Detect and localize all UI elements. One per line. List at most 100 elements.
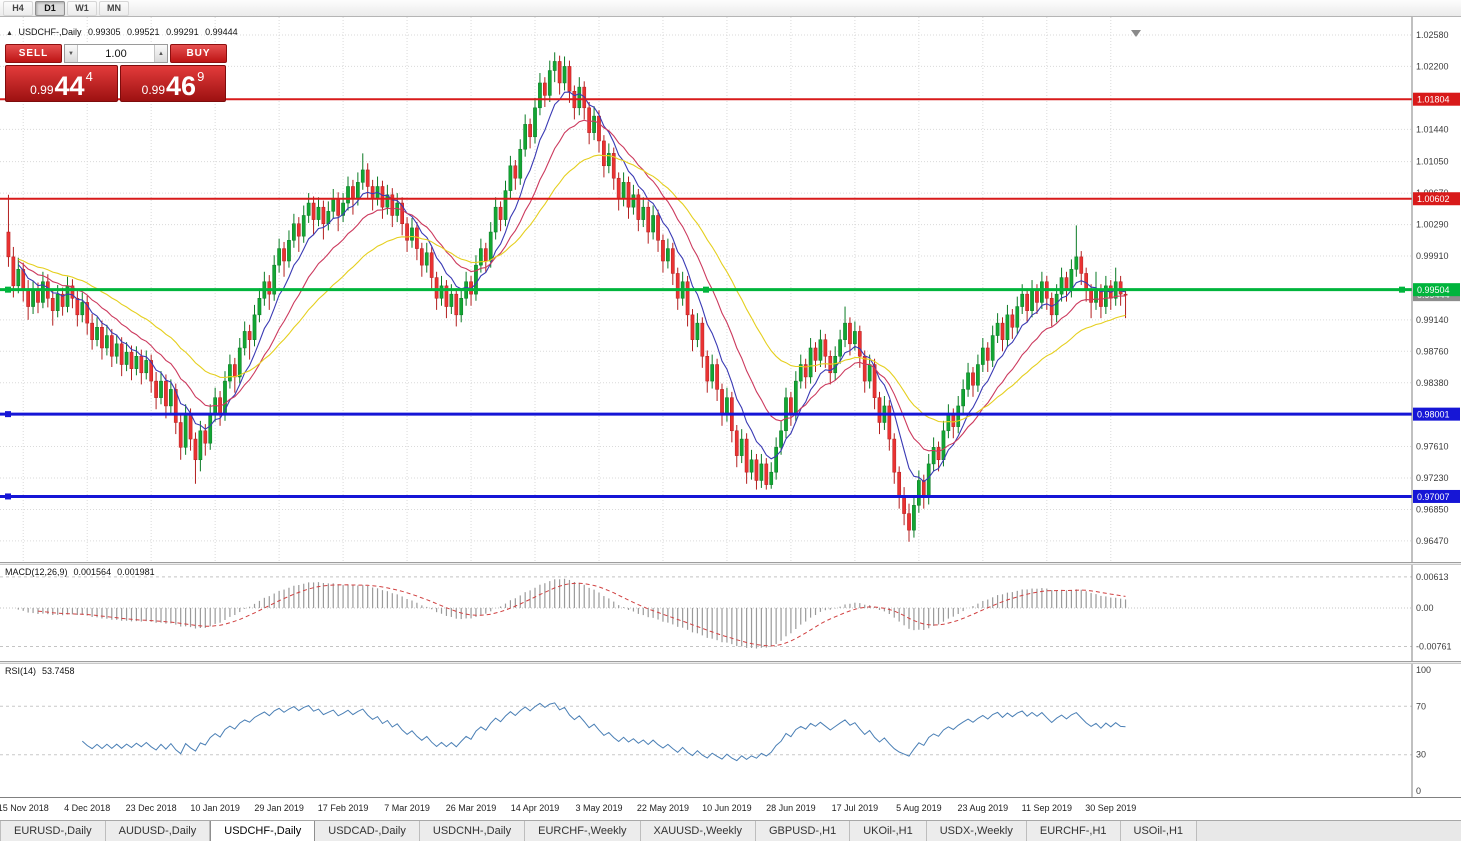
svg-text:1.01440: 1.01440 (1416, 124, 1449, 134)
chart-tab-eurchf-h1[interactable]: EURCHF-,H1 (1026, 821, 1121, 841)
date-label: 29 Jan 2019 (254, 803, 304, 813)
sell-price-tile[interactable]: 0.99 44 4 (5, 65, 118, 102)
date-label: 17 Jul 2019 (831, 803, 879, 813)
chart-tab-eurusd-daily[interactable]: EURUSD-,Daily (0, 821, 106, 841)
rsi-canvas[interactable]: 100 70 30 0 (0, 664, 1461, 797)
svg-text:30: 30 (1416, 750, 1426, 760)
rsi-pane: 100 70 30 0 RSI(14) 53.7458 (0, 664, 1461, 797)
chart-tab-bar: EURUSD-,Daily AUDUSD-,Daily USDCHF-,Daily U… (0, 820, 1461, 841)
chart-tab-usdx-weekly[interactable]: USDX-,Weekly (926, 821, 1027, 841)
pane-splitter-macd[interactable] (0, 562, 1461, 565)
chart-tab-usdchf-daily[interactable]: USDCHF-,Daily (210, 821, 316, 841)
svg-text:1.02200: 1.02200 (1416, 61, 1449, 71)
ohlc-low: 0.99291 (166, 27, 199, 37)
buy-price-tile[interactable]: 0.99 46 9 (120, 65, 226, 102)
macd-title: MACD(12,26,9) (5, 567, 68, 577)
timeframe-button-d1[interactable]: D1 (35, 0, 65, 16)
svg-text:-0.00761: -0.00761 (1416, 641, 1452, 651)
svg-text:0.00: 0.00 (1416, 603, 1434, 613)
svg-text:0.97007: 0.97007 (1417, 492, 1450, 502)
svg-text:0.00613: 0.00613 (1416, 572, 1449, 582)
rsi-value: 53.7458 (42, 666, 75, 676)
volume-increase-button[interactable]: ▲ (154, 45, 167, 62)
bid-price-pip: 4 (85, 69, 93, 84)
buy-button[interactable]: BUY (170, 44, 227, 63)
timeframe-button-h4[interactable]: H4 (3, 0, 33, 16)
date-label: 3 May 2019 (575, 803, 623, 813)
date-label: 17 Feb 2019 (317, 803, 369, 813)
rsi-title: RSI(14) (5, 666, 37, 676)
date-label: 4 Dec 2018 (64, 803, 111, 813)
svg-text:0.99910: 0.99910 (1416, 251, 1449, 261)
ask-price-prefix: 0.99 (141, 83, 166, 97)
svg-text:0.97610: 0.97610 (1416, 442, 1449, 452)
ohlc-open: 0.99305 (87, 27, 121, 37)
svg-text:0.96470: 0.96470 (1416, 536, 1449, 546)
date-label: 23 Aug 2019 (957, 803, 1009, 813)
date-label: 30 Sep 2019 (1085, 803, 1137, 813)
svg-text:0.99504: 0.99504 (1417, 285, 1450, 295)
chart-tab-audusd-daily[interactable]: AUDUSD-,Daily (105, 821, 211, 841)
date-label: 5 Aug 2019 (896, 803, 942, 813)
svg-text:1.02580: 1.02580 (1416, 30, 1449, 40)
chart-tab-usdcad-daily[interactable]: USDCAD-,Daily (315, 821, 420, 841)
ask-price-pip: 9 (197, 69, 205, 84)
chart-tab-eurchf-weekly[interactable]: EURCHF-,Weekly (525, 821, 641, 841)
svg-text:100: 100 (1416, 665, 1431, 675)
rsi-label: RSI(14) 53.7458 (5, 666, 81, 676)
chart-tab-ukoil-h1[interactable]: UKOil-,H1 (850, 821, 927, 841)
date-label: 10 Jun 2019 (702, 803, 752, 813)
symbol-info: ▲ USDCHF-,Daily 0.99305 0.99521 0.99291 … (6, 27, 242, 37)
chart-tab-xauusd-weekly[interactable]: XAUUSD-,Weekly (640, 821, 756, 841)
symbol-name: USDCHF-,Daily (18, 27, 82, 37)
macd-label: MACD(12,26,9) 0.001564 0.001981 (5, 567, 161, 577)
svg-text:1.01050: 1.01050 (1416, 157, 1449, 167)
bid-price-big: 44 (54, 71, 85, 101)
timeframe-toolbar: H4 D1 W1 MN (0, 0, 1461, 17)
ask-price-big: 46 (166, 71, 197, 101)
volume-control: ▼ ▲ (64, 44, 168, 63)
svg-text:0.98001: 0.98001 (1417, 410, 1450, 420)
svg-text:0.98380: 0.98380 (1416, 378, 1449, 388)
svg-text:0.97230: 0.97230 (1416, 473, 1449, 483)
ohlc-high: 0.99521 (127, 27, 160, 37)
macd-signal-value: 0.001981 (117, 567, 155, 577)
svg-text:0: 0 (1416, 786, 1421, 796)
svg-text:70: 70 (1416, 701, 1426, 711)
volume-input[interactable] (78, 45, 154, 62)
date-label: 22 May 2019 (636, 803, 689, 813)
pane-splitter-rsi[interactable] (0, 661, 1461, 664)
timeframe-button-w1[interactable]: W1 (67, 0, 97, 16)
svg-text:0.98760: 0.98760 (1416, 346, 1449, 356)
date-label: 11 Sep 2019 (1021, 803, 1072, 813)
date-label: 28 Jun 2019 (766, 803, 816, 813)
main-chart-canvas[interactable]: 1.025801.022001.014401.010501.006701.002… (0, 17, 1461, 562)
svg-text:1.00290: 1.00290 (1416, 220, 1449, 230)
date-label: 15 Nov 2018 (0, 803, 49, 813)
macd-canvas[interactable]: 0.00613 0.00 -0.00761 (0, 565, 1461, 661)
one-click-trading-panel: SELL ▼ ▲ BUY 0.99 44 4 0.99 46 9 (5, 44, 227, 102)
macd-pane: 0.00613 0.00 -0.00761 MACD(12,26,9) 0.00156… (0, 565, 1461, 661)
date-label: 14 Apr 2019 (510, 803, 560, 813)
svg-text:1.01804: 1.01804 (1417, 95, 1450, 105)
date-label: 10 Jan 2019 (190, 803, 240, 813)
svg-text:0.99140: 0.99140 (1416, 315, 1449, 325)
main-chart-pane: 1.025801.022001.014401.010501.006701.002… (0, 17, 1461, 562)
chart-tab-gbpusd-h1[interactable]: GBPUSD-,H1 (755, 821, 851, 841)
collapse-one-click-icon[interactable]: ▲ (6, 30, 13, 37)
ohlc-close: 0.99444 (205, 27, 238, 37)
bid-price-prefix: 0.99 (30, 83, 54, 97)
date-label: 23 Dec 2018 (125, 803, 177, 813)
volume-decrease-button[interactable]: ▼ (65, 45, 78, 62)
time-axis[interactable]: 15 Nov 2018 4 Dec 2018 23 Dec 2018 10 Jan 2… (0, 797, 1461, 820)
timeframe-button-mn[interactable]: MN (99, 0, 129, 16)
macd-value: 0.001564 (73, 567, 112, 577)
svg-text:0.96850: 0.96850 (1416, 504, 1449, 514)
sell-button[interactable]: SELL (5, 44, 62, 63)
chart-tab-usdcnh-daily[interactable]: USDCNH-,Daily (419, 821, 526, 841)
timeframe-buttons: H4 D1 W1 MN (3, 0, 129, 16)
date-label: 7 Mar 2019 (384, 803, 430, 813)
chart-tab-usoil-h1[interactable]: USOil-,H1 (1120, 821, 1198, 841)
date-label: 26 Mar 2019 (445, 803, 497, 813)
svg-text:1.00602: 1.00602 (1417, 194, 1450, 204)
